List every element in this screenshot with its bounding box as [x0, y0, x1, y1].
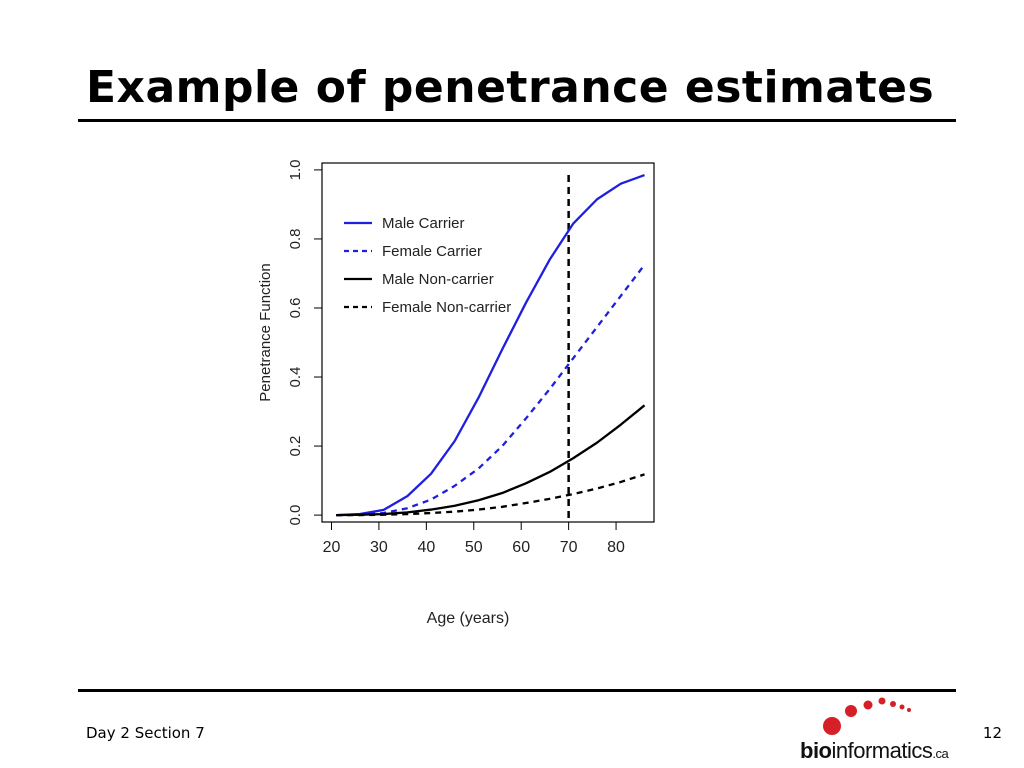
x-tick-label: 80 — [607, 539, 625, 556]
x-tick-label: 20 — [323, 539, 341, 556]
logo-dot — [899, 704, 905, 710]
legend-label: Female Carrier — [382, 243, 482, 260]
series-line-male-non-carrier — [336, 404, 646, 517]
penetrance-chart: 20 30 40 50 60 70 80 0.0 0.2 0.4 0.6 0.8 1.0 Age (yea… — [257, 159, 655, 627]
logo-dot — [823, 717, 841, 735]
logo-dot — [907, 708, 911, 712]
y-tick-label: 0.2 — [287, 436, 304, 457]
series-line-female-non-carrier — [336, 473, 645, 517]
y-tick-label: 0.8 — [287, 229, 304, 250]
slide-title: Example of penetrance estimates — [86, 62, 935, 113]
logo-dot — [878, 697, 886, 705]
y-tick-label: 1.0 — [287, 159, 304, 180]
x-tick-label: 70 — [560, 539, 578, 556]
x-tick-label: 30 — [370, 539, 388, 556]
footer-divider — [78, 689, 956, 692]
legend-label: Male Carrier — [382, 215, 465, 232]
y-tick-label: 0.0 — [287, 505, 304, 526]
x-tick-label: 40 — [417, 539, 435, 556]
logo-dot — [890, 701, 896, 707]
footer-section-label: Day 2 Section 7 — [86, 724, 205, 742]
series-line-male-carrier — [336, 174, 645, 517]
series-line-female-carrier — [336, 264, 646, 517]
logo-dot — [845, 705, 857, 717]
logo-dots-icon — [823, 697, 911, 735]
x-axis-label: Age (years) — [427, 610, 510, 627]
bioinformatics-logo: bioinformatics.ca — [800, 696, 960, 766]
legend-label: Male Non-carrier — [382, 271, 494, 288]
title-divider — [78, 119, 956, 122]
plot-frame — [321, 162, 655, 523]
x-tick-label: 50 — [465, 539, 483, 556]
y-tick-label: 0.4 — [287, 367, 304, 388]
page-number: 12 — [982, 724, 1002, 742]
y-axis-label: Penetrance Function — [257, 263, 274, 401]
y-tick-label: 0.6 — [287, 298, 304, 319]
logo-dot — [863, 700, 873, 710]
legend-label: Female Non-carrier — [382, 299, 511, 316]
logo-wordmark: bioinformatics.ca — [800, 738, 949, 763]
x-tick-label: 60 — [512, 539, 530, 556]
